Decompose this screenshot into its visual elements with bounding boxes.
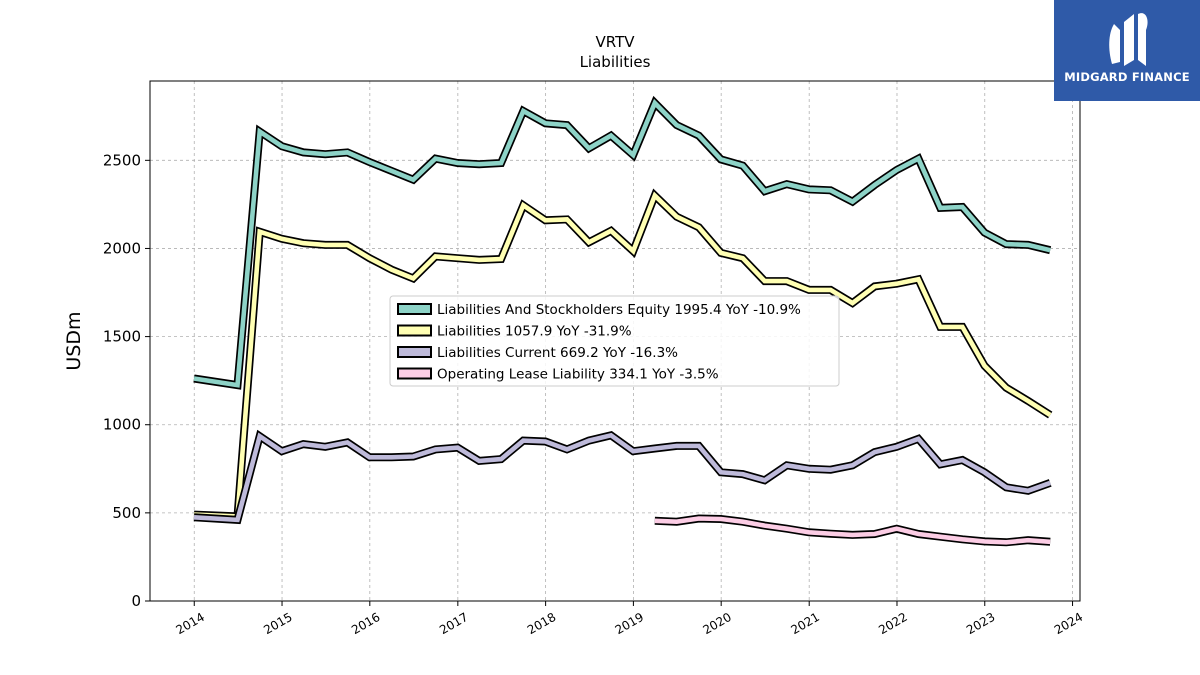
legend: Liabilities And Stockholders Equity 1995… — [389, 295, 840, 387]
series-line — [654, 516, 1051, 545]
y-axis-label: USDm — [63, 311, 85, 370]
brand-logo: MIDGARD FINANCE — [1054, 0, 1200, 101]
midgard-logo-icon — [1109, 13, 1148, 66]
legend-box — [389, 295, 840, 387]
x-tick-label: 2018 — [525, 610, 558, 637]
x-tick-label: 2014 — [174, 610, 207, 637]
y-tick-label: 2500 — [103, 151, 141, 169]
series-line — [193, 432, 1051, 523]
brand-name: MIDGARD FINANCE — [1064, 70, 1190, 84]
series-line — [193, 191, 1052, 519]
x-tick-label: 2024 — [1052, 610, 1085, 637]
legend-label: Operating Lease Liability 334.1 YoY -3.5… — [437, 367, 719, 383]
x-tick-label: 2016 — [349, 610, 382, 637]
legend-swatch — [397, 303, 432, 315]
plot-frame — [149, 80, 1081, 602]
x-tick-label: 2022 — [876, 610, 909, 637]
x-tick-label: 2015 — [261, 610, 294, 637]
y-tick-label: 1500 — [103, 328, 141, 346]
y-tick-label: 500 — [112, 504, 141, 522]
y-tick-label: 0 — [131, 592, 141, 610]
x-tick-label: 2023 — [964, 610, 997, 637]
legend-swatch — [397, 324, 432, 337]
series-lines — [193, 95, 1053, 547]
legend-label: Liabilities Current 669.2 YoY -16.3% — [437, 345, 678, 361]
x-tick-label: 2021 — [788, 610, 821, 637]
y-tick-label: 2000 — [103, 239, 141, 257]
legend-label: Liabilities 1057.9 YoY -31.9% — [437, 324, 632, 340]
series-line — [193, 98, 1051, 388]
series-outline — [654, 514, 1051, 547]
x-tick-label: 2020 — [700, 610, 733, 637]
legend-swatch — [397, 367, 432, 380]
y-tick-label: 1000 — [103, 416, 141, 434]
chart-subtitle: Liabilities — [580, 53, 651, 71]
x-tick-label: 2019 — [613, 610, 646, 637]
legend-label: Liabilities And Stockholders Equity 1995… — [437, 302, 801, 318]
legend-swatch — [397, 346, 432, 358]
x-tick-label: 2017 — [437, 610, 470, 637]
chart-title: VRTV — [595, 33, 635, 51]
